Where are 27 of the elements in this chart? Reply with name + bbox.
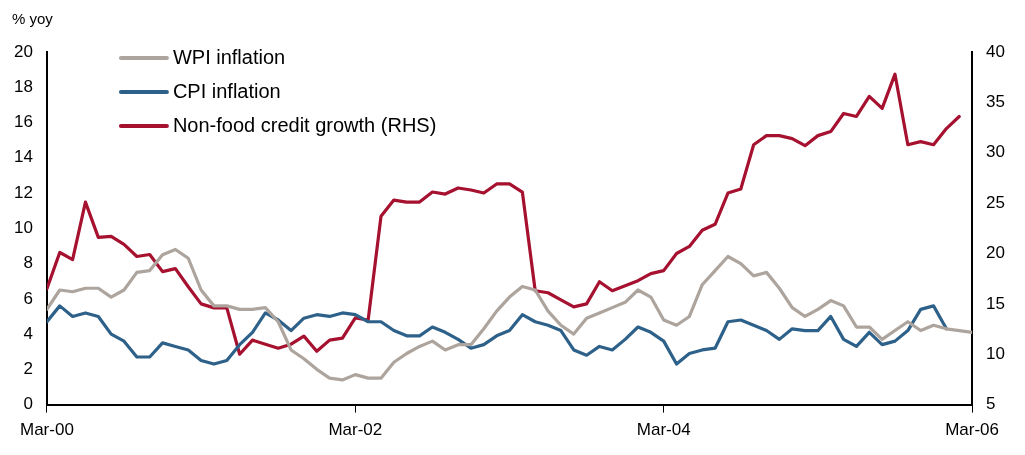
y-tick-label: 2 [23,359,33,379]
y-tick-label: 20 [13,41,33,61]
y2-tick-label: 15 [986,293,1006,313]
y-axis-title: % yoy [12,10,54,27]
y-tick-label: 14 [13,147,33,167]
y-tick-label: 8 [23,253,33,273]
legend-label: Non-food credit growth (RHS) [172,113,437,136]
y2-tick-label: 40 [986,41,1006,61]
y2-tick-label: 10 [986,343,1006,363]
y2-tick-label: 35 [986,92,1006,112]
y-tick-label: 0 [23,394,33,414]
y2-tick-label: 5 [986,394,996,414]
y-tick-label: 12 [13,182,33,202]
x-tick-label: Mar-02 [328,420,383,440]
x-tick-label: Mar-00 [19,420,74,440]
y-tick-label: 16 [13,112,33,132]
y-tick-label: 10 [13,217,33,237]
y2-tick-label: 25 [986,192,1006,212]
y2-tick-label: 20 [986,243,1006,263]
x-tick-label: Mar-06 [945,420,1000,440]
x-tick-label: Mar-04 [636,420,691,440]
y2-tick-label: 30 [986,142,1006,162]
y-tick-label: 6 [23,288,33,308]
legend-label: CPI inflation [172,79,281,102]
legend-label: WPI inflation [172,45,286,68]
y-tick-label: 18 [13,76,33,96]
y-tick-label: 4 [23,323,33,343]
